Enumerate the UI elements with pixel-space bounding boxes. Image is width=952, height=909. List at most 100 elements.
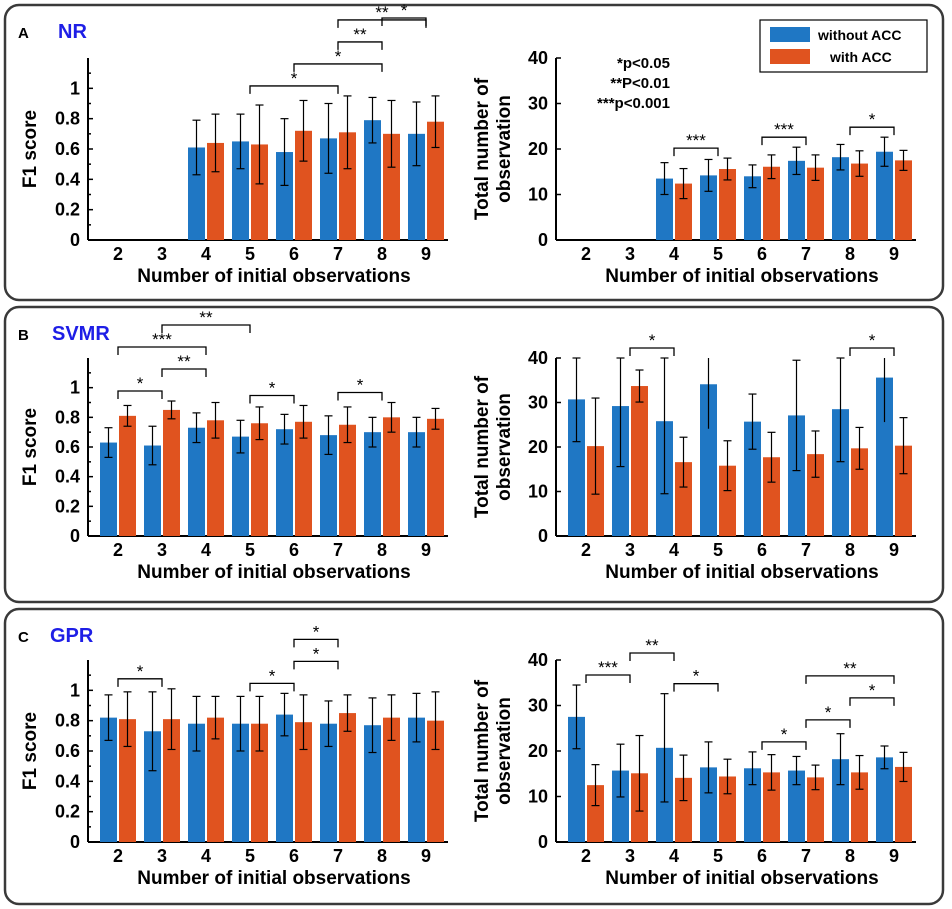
x-tick-label: 9 [889, 540, 899, 560]
x-tick-label: 9 [421, 846, 431, 866]
x-axis-label: Number of initial observations [137, 562, 410, 583]
significance-bracket [849, 347, 895, 356]
bar-without-acc [100, 717, 117, 842]
bar-with-acc [251, 723, 268, 842]
significance-bracket [673, 683, 719, 692]
panel-b-letter: B [18, 327, 29, 344]
significance-stars: * [269, 666, 276, 685]
x-axis-label: Number of initial observations [137, 868, 410, 889]
bar-with-acc [295, 130, 312, 240]
bar-without-acc [408, 432, 425, 536]
significance-stars: ** [177, 352, 191, 371]
y-axis-label-line2: observation [494, 95, 515, 203]
x-tick-label: 7 [333, 244, 343, 264]
significance-stars: *** [686, 131, 706, 150]
significance-bracket [161, 368, 207, 378]
y-tick-label: 10 [528, 787, 548, 807]
significance-bracket [117, 390, 163, 400]
significance-bracket [249, 682, 295, 692]
significance-stars: * [869, 331, 876, 350]
x-tick-label: 6 [757, 846, 767, 866]
x-tick-label: 3 [157, 540, 167, 560]
bar-with-acc [163, 409, 180, 536]
bar-with-acc [763, 166, 780, 240]
bar-without-acc [276, 429, 293, 536]
significance-stars: * [825, 703, 832, 722]
y-tick-label: 30 [528, 393, 548, 413]
legend-label-with: with ACC [829, 49, 892, 65]
sig-key-1: *p<0.05 [617, 55, 670, 72]
significance-bracket [805, 719, 851, 728]
bar-without-acc [744, 421, 761, 536]
x-tick-label: 5 [713, 540, 723, 560]
x-tick-label: 6 [289, 540, 299, 560]
significance-bracket [161, 324, 251, 334]
significance-stars: * [335, 47, 342, 66]
chart-a-obs: 0 10 20 30 40 2 3 4 5 6 7 8 9 Number of initial obser… [472, 48, 916, 287]
x-tick-label: 7 [333, 540, 343, 560]
x-axis-label: Number of initial observations [605, 868, 878, 889]
y-tick-label: 0.2 [55, 802, 80, 822]
x-tick-label: 8 [845, 540, 855, 560]
chart-b-obs: 0 10 20 30 40 2 3 4 5 6 7 8 9 Number of initial obser… [472, 331, 916, 583]
bar-with-acc [339, 713, 356, 842]
significance-stars: * [649, 331, 656, 350]
x-tick-label: 7 [333, 846, 343, 866]
bar-without-acc [876, 377, 893, 536]
panel-c-letter: C [18, 629, 29, 646]
bar-with-acc [807, 777, 824, 842]
bar-without-acc [612, 770, 629, 842]
significance-bracket [585, 674, 631, 684]
significance-stars: ** [645, 636, 659, 655]
bar-with-acc [895, 766, 912, 842]
x-tick-label: 4 [669, 846, 679, 866]
y-tick-label: 30 [528, 696, 548, 716]
bar-with-acc [851, 448, 868, 536]
significance-stars: ** [353, 25, 367, 44]
bar-with-acc [251, 423, 268, 536]
bar-with-acc [895, 445, 912, 536]
legend-swatch-without [770, 27, 810, 42]
panel-b-frame [3, 305, 945, 604]
y-tick-label: 40 [528, 48, 548, 68]
x-tick-label: 3 [157, 846, 167, 866]
significance-stars: * [401, 1, 408, 20]
x-tick-label: 8 [845, 244, 855, 264]
y-tick-label: 10 [528, 185, 548, 205]
x-tick-label: 9 [889, 244, 899, 264]
x-tick-label: 5 [713, 846, 723, 866]
x-tick-label: 6 [757, 244, 767, 264]
bar-with-acc [807, 167, 824, 240]
significance-stars: ** [375, 3, 389, 22]
bar-without-acc [876, 151, 893, 240]
x-tick-label: 7 [801, 846, 811, 866]
significance-stars: ** [843, 659, 857, 678]
x-tick-label: 3 [157, 244, 167, 264]
significance-bracket [337, 391, 383, 401]
bar-without-acc [568, 399, 585, 536]
x-tick-label: 3 [625, 846, 635, 866]
bar-with-acc [339, 424, 356, 536]
bar-with-acc [207, 142, 224, 240]
y-tick-label: 20 [528, 437, 548, 457]
x-tick-label: 7 [801, 540, 811, 560]
significance-stars: * [137, 374, 144, 393]
bar-without-acc [276, 714, 293, 842]
significance-bracket [293, 63, 383, 72]
y-axis-label: F1 score [20, 110, 41, 188]
significance-stars: * [693, 667, 700, 686]
x-tick-label: 2 [113, 540, 123, 560]
y-axis-label-line2: observation [494, 393, 515, 501]
legend-swatch-with [770, 49, 810, 64]
bar-without-acc [188, 723, 205, 842]
y-tick-label: 10 [528, 482, 548, 502]
x-tick-label: 4 [669, 244, 679, 264]
bar-with-acc [295, 421, 312, 536]
bar-without-acc [788, 415, 805, 536]
y-tick-label: 1 [70, 680, 80, 700]
y-tick-label: 30 [528, 94, 548, 114]
y-tick-label: 0.6 [55, 139, 80, 159]
y-tick-label: 0.6 [55, 741, 80, 761]
y-tick-label: 0.4 [55, 169, 80, 189]
significance-stars: * [137, 662, 144, 681]
